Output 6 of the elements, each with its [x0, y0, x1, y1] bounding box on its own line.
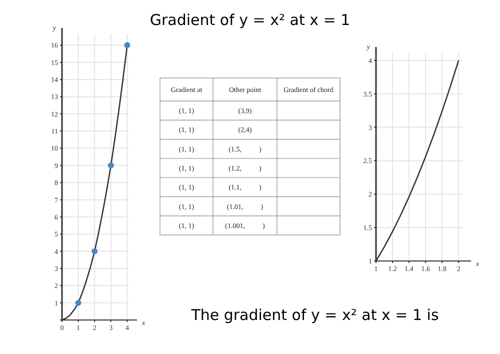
point — [75, 300, 82, 306]
point — [124, 42, 130, 48]
text: The gradient of y = x² at x = 1 is — [190, 306, 439, 324]
text: Gradient of y = x² at x = 1 — [150, 11, 350, 29]
point — [92, 248, 98, 254]
point — [108, 162, 114, 168]
